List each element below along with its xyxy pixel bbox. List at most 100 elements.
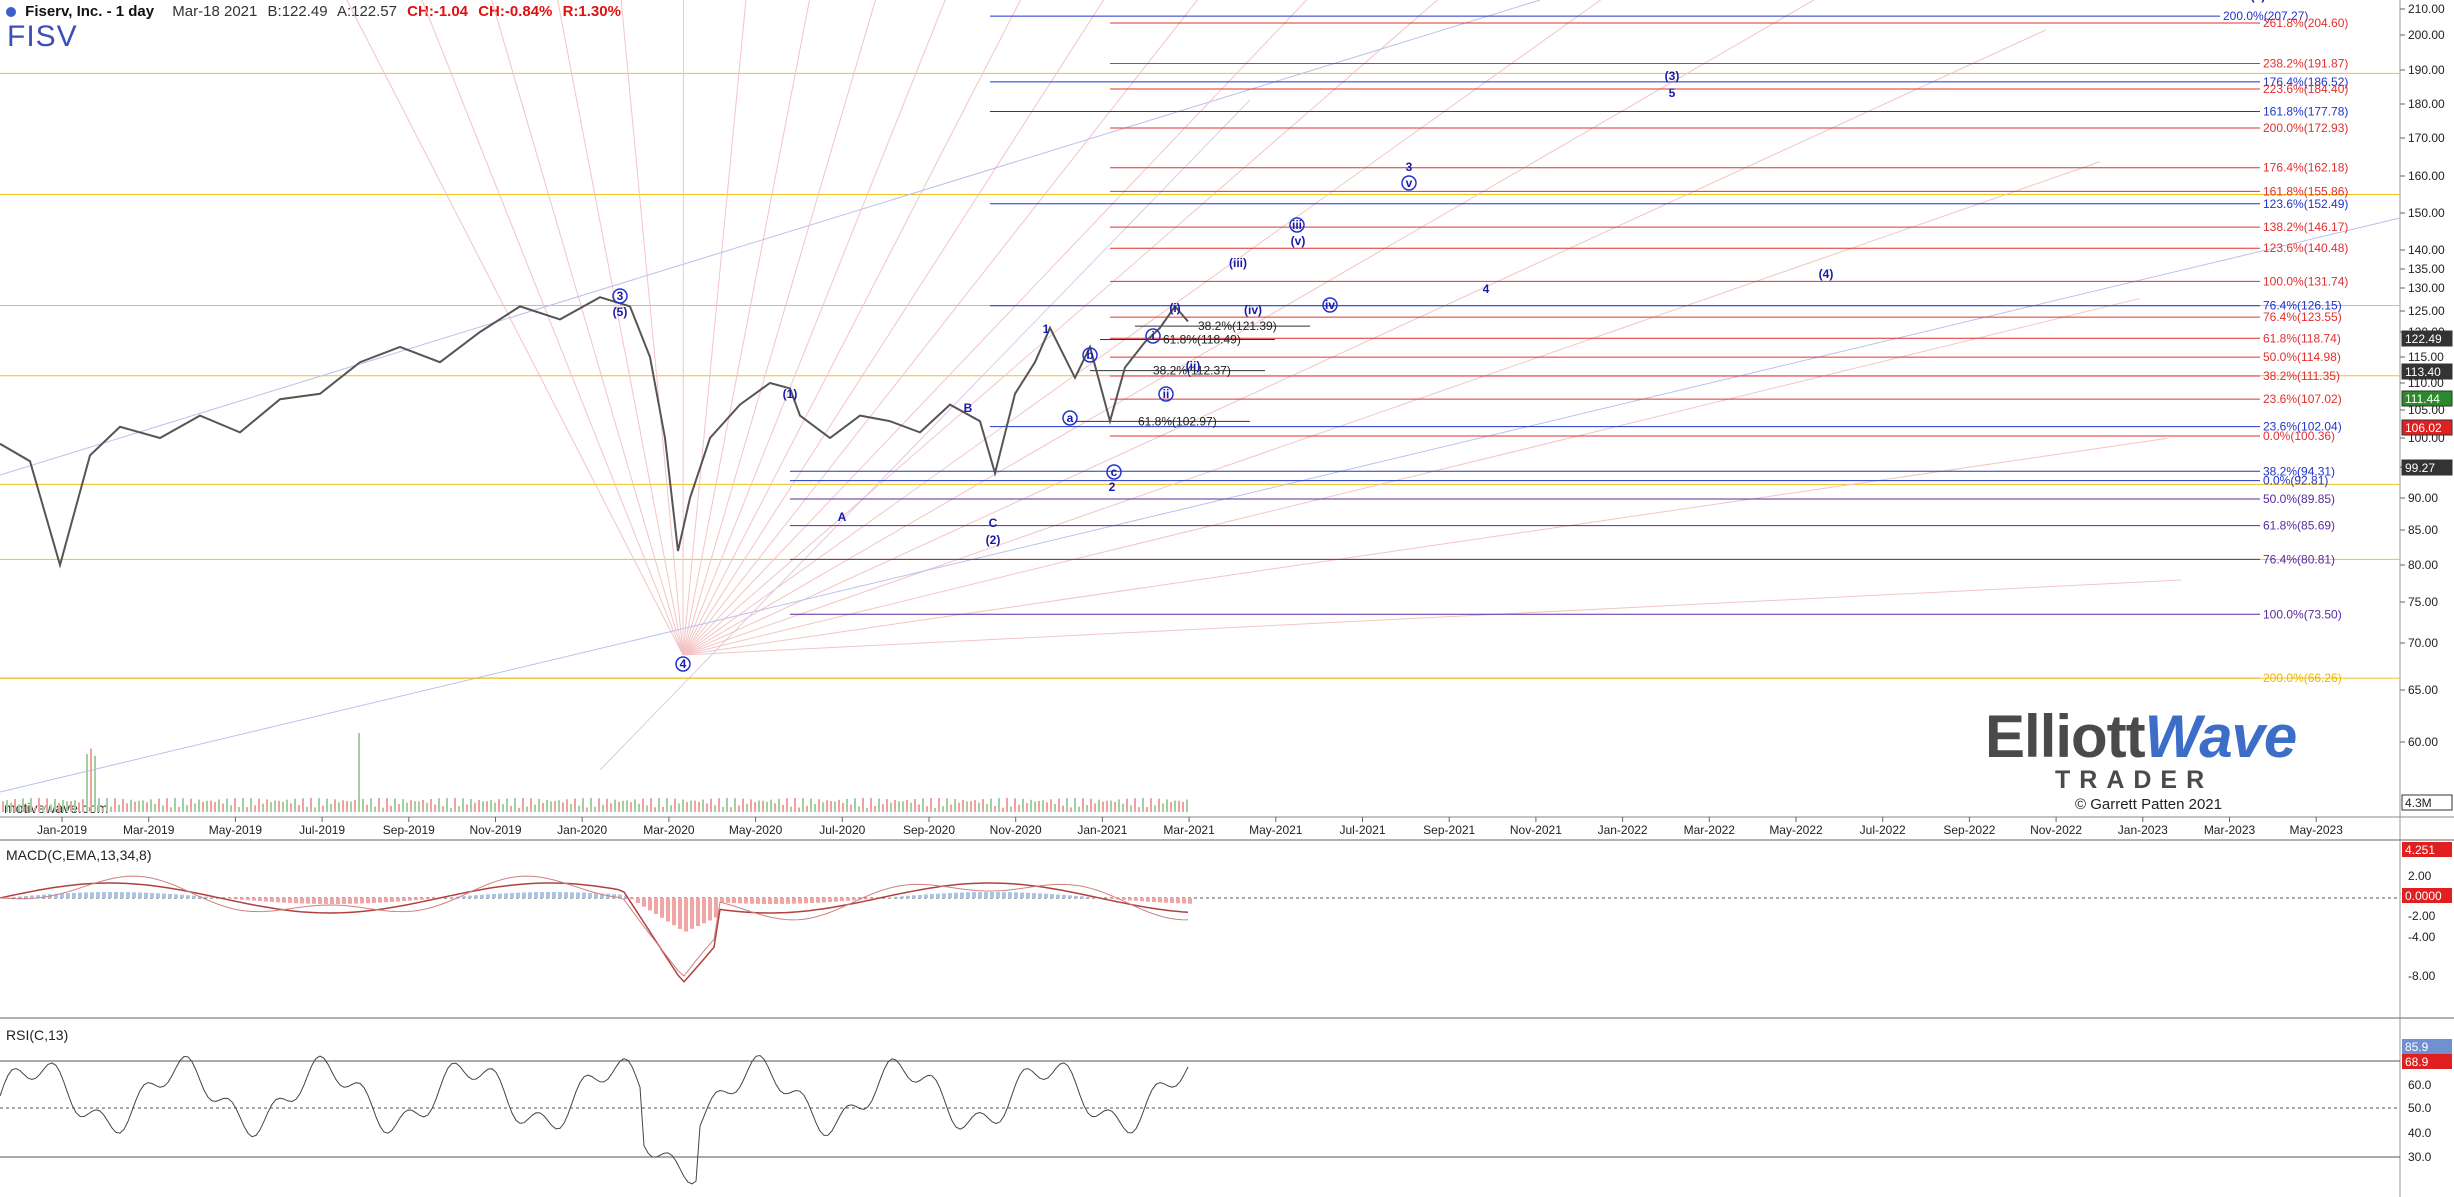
macd-histogram-bar [1062,894,1066,898]
volume-bar [330,803,332,812]
volume-bar [654,807,656,812]
volume-bar [730,807,732,812]
volume-bar [890,802,892,812]
volume-bar [774,803,776,812]
volume-bar [370,798,372,812]
macd-histogram-bar [372,898,376,903]
volume-bar [542,803,544,812]
volume-bar [1078,806,1080,812]
volume-bar [130,799,132,812]
volume-bar [350,801,352,812]
macd-histogram-bar [612,894,616,898]
volume-bar [898,801,900,812]
volume-bar [910,802,912,812]
volume-bar [178,806,180,812]
volume-bar [110,806,112,812]
fan-line [682,29,2047,656]
macd-histogram-bar [390,898,394,902]
macd-histogram-bar [414,898,418,901]
macd-title: MACD(C,EMA,13,34,8) [6,847,152,863]
volume-bar [878,798,880,812]
macd-histogram-bar [252,898,256,901]
volume-bar [226,798,228,812]
time-axis-label: Mar-2020 [643,823,695,837]
ask-readout: A:122.57 [336,3,397,20]
macd-histogram-bar [18,896,22,898]
volume-bar [686,801,688,812]
fib-level-label: 100.0%(73.50) [2263,607,2342,621]
volume-bar [26,806,28,812]
macd-histogram-bar [432,898,436,899]
volume-bar [754,802,756,812]
macd-histogram-bar [288,898,292,903]
volume-bar [590,798,592,812]
volume-bar [694,800,696,812]
volume-bar [426,802,428,812]
fan-line [682,437,2168,656]
volume-bar [294,798,296,812]
volume-bar [918,804,920,812]
volume-bar [482,801,484,812]
volume-bar [102,807,104,812]
macd-histogram-bar [228,898,232,899]
volume-bar [118,804,120,812]
volume-bar [958,802,960,812]
macd-histogram-bar [204,896,208,898]
volume-bar [342,800,344,812]
macd-histogram-bar [126,892,130,898]
wave-label: (iii) [1229,256,1247,270]
volume-bar [814,803,816,812]
volume-bar [594,806,596,812]
macd-histogram-bar [714,898,718,918]
macd-histogram-bar [294,898,298,904]
macd-histogram-bar [930,894,934,898]
macd-histogram-bar [264,898,268,902]
volume-bar [1002,807,1004,812]
volume-bar [446,798,448,812]
macd-histogram-bar [1038,893,1042,898]
time-axis-label: Nov-2022 [2030,823,2082,837]
volume-bar [122,798,124,812]
volume-bar [1174,800,1176,812]
price-axis-label: 85.00 [2408,523,2438,537]
volume-bar [1046,802,1048,812]
volume-bar [514,798,516,812]
volume-bar [578,805,580,812]
volume-bar [194,803,196,812]
wave-label: iv [1325,298,1335,312]
macd-histogram-bar [558,892,562,898]
volume-bar [726,798,728,812]
macd-histogram-bar [474,895,478,898]
volume-bar [1058,798,1060,812]
time-axis-label: Jan-2021 [1077,823,1127,837]
fan-line [682,297,2141,656]
macd-histogram-bar [1170,898,1174,904]
volume-bar [802,798,804,812]
volume-bar [970,801,972,812]
mid-fib-label: 61.8%(102.97) [1138,414,1217,428]
volume-bar [778,798,780,812]
price-axis-label: 80.00 [2408,558,2438,572]
wave-label-circle [1158,386,1174,402]
volume-bar [734,798,736,812]
volume-bar [710,798,712,812]
volume-bar [230,805,232,812]
wave-label: 3 [1406,160,1413,174]
volume-bar [14,799,16,812]
macd-tag-label: 4.251 [2405,843,2435,857]
fib-level-label: 238.2%(191.87) [2263,56,2348,70]
macd-histogram-bar [684,898,688,932]
macd-histogram-bar [942,893,946,898]
macd-histogram-bar [312,898,316,904]
macd-histogram-bar [840,898,844,902]
price-tag [2401,794,2453,811]
macd-histogram-bar [744,898,748,904]
wave-label-circle [1062,410,1078,426]
wave-label: (v) [1291,234,1306,248]
macd-histogram-bar [420,898,424,900]
volume-bar [74,800,76,812]
macd-histogram-bar [588,892,592,898]
macd-histogram-bar [1134,898,1138,901]
fib-level-label: 38.2%(94.31) [2263,464,2335,478]
